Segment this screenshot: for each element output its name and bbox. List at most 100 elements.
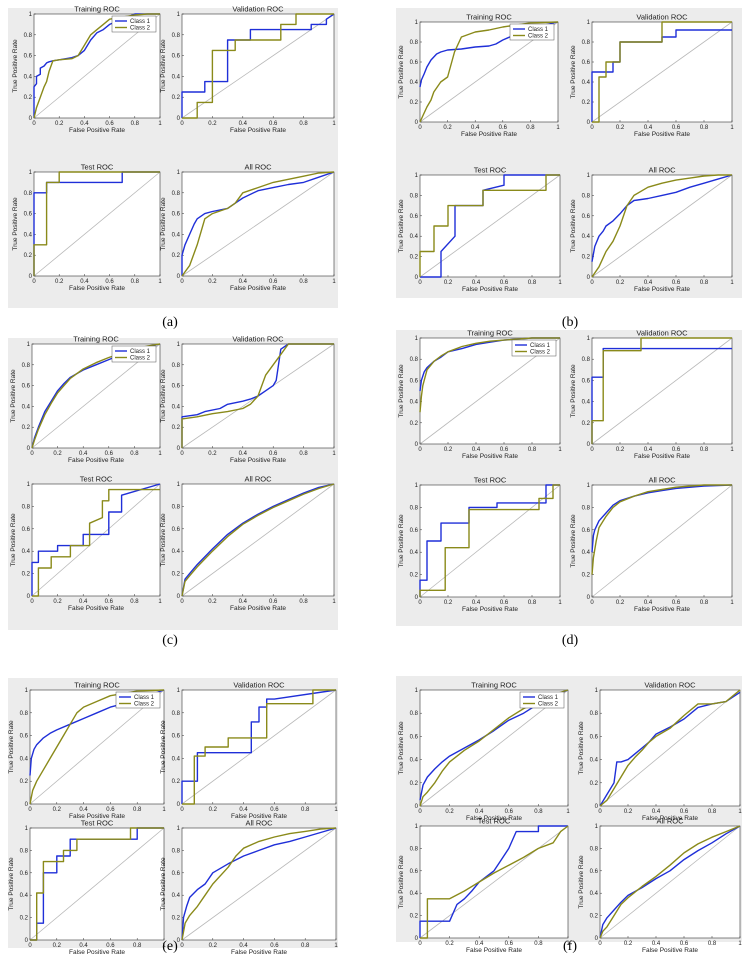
subplot-training-roc: 00 0.2 0.2 0.4 0.4 0.6 0.6 0.8 0.8 1 1 Training ROC… [10, 335, 162, 465]
y-tick-label: 0.6 [172, 871, 181, 877]
y-tick-label: 0 [415, 120, 419, 126]
subplot-title: All ROC [648, 166, 676, 175]
y-tick-label: 0.4 [24, 74, 33, 80]
x-tick-label: 1 [332, 121, 336, 127]
x-tick-label: 1 [158, 451, 162, 457]
x-tick-label: 0 [180, 807, 184, 813]
x-tick-label: 0.4 [239, 451, 248, 457]
y-tick-label: 1 [177, 170, 181, 176]
y-tick-label: 0 [415, 275, 419, 281]
subplot-title: All ROC [244, 475, 272, 484]
y-tick-label: 0.2 [582, 421, 591, 427]
y-tick-label: 0.8 [590, 711, 599, 717]
subplot-test-roc: 00 0.2 0.2 0.4 0.4 0.6 0.6 0.8 0.8 1 1 Test ROC Fals… [398, 166, 562, 294]
y-tick-label: 0.6 [582, 60, 591, 66]
subplot-validation-roc: 00 0.2 0.2 0.4 0.4 0.6 0.6 0.8 0.8 1 1 Validation R… [160, 335, 336, 465]
x-tick-label: 0.4 [652, 941, 661, 947]
chance-diagonal [419, 689, 569, 807]
subplot-title: Validation ROC [644, 681, 696, 690]
y-axis-label: True Positive Rate [570, 514, 577, 568]
x-tick-label: 0.4 [239, 279, 248, 285]
x-axis-label: False Positive Rate [230, 457, 286, 464]
chance-diagonal [181, 483, 335, 597]
y-axis-label: True Positive Rate [398, 45, 405, 99]
x-tick-label: 0.4 [472, 447, 481, 453]
x-axis-label: False Positive Rate [230, 605, 286, 612]
series-line-class-1 [599, 691, 741, 807]
y-tick-label: 0.6 [24, 212, 33, 218]
x-axis-label: False Positive Rate [634, 453, 690, 460]
x-tick-label: 0.2 [208, 279, 217, 285]
x-tick-label: 1 [566, 809, 570, 815]
y-tick-label: 0.2 [20, 916, 29, 922]
chance-diagonal [181, 13, 335, 119]
x-tick-label: 1 [332, 599, 336, 605]
x-tick-label: 0.8 [700, 600, 709, 606]
panel-label: (d) [562, 633, 579, 648]
x-axis-label: False Positive Rate [462, 286, 518, 293]
x-tick-label: 0.2 [208, 599, 217, 605]
x-tick-label: 0 [590, 125, 594, 131]
x-tick-label: 0.8 [526, 125, 535, 131]
x-tick-label: 0.8 [534, 809, 543, 815]
y-axis-label: True Positive Rate [398, 721, 405, 775]
series-line-class-1 [181, 343, 334, 448]
y-tick-label: 0.4 [22, 549, 31, 555]
x-tick-label: 0 [28, 943, 32, 949]
chance-diagonal [181, 827, 337, 941]
x-axis-label: False Positive Rate [231, 949, 287, 956]
x-tick-label: 0.4 [471, 125, 480, 131]
y-tick-label: 0.4 [410, 400, 419, 406]
y-tick-label: 1 [177, 482, 181, 488]
y-tick-label: 0.2 [410, 421, 419, 427]
subplot-training-roc: 00 0.2 0.2 0.4 0.4 0.6 0.6 0.8 0.8 1 1 Training ROC… [398, 329, 562, 461]
legend-entry: Class 1 [538, 695, 559, 701]
x-tick-label: 0.4 [79, 807, 88, 813]
x-tick-label: 0.6 [105, 279, 114, 285]
y-tick-label: 0 [177, 116, 181, 122]
figure-panel-1: (a)000.20.20.40.40.60.60.80.811Training … [8, 5, 338, 330]
x-tick-label: 1 [332, 279, 336, 285]
x-tick-label: 0.2 [616, 600, 625, 606]
x-axis-label: False Positive Rate [642, 815, 698, 822]
subplot-title: Validation ROC [636, 13, 688, 22]
y-tick-label: 1 [25, 688, 29, 694]
x-tick-label: 0.6 [680, 809, 689, 815]
y-tick-label: 0.2 [410, 573, 419, 579]
x-tick-label: 1 [158, 599, 162, 605]
series-line-class-2 [420, 825, 569, 939]
y-tick-label: 0.4 [410, 234, 419, 240]
x-tick-label: 0.2 [445, 809, 454, 815]
y-tick-label: 1 [177, 342, 181, 348]
y-tick-label: 0.2 [172, 779, 181, 785]
y-tick-label: 0.8 [22, 504, 31, 510]
y-tick-label: 0.6 [410, 214, 419, 220]
x-tick-label: 0 [180, 279, 184, 285]
legend-entry: Class 2 [130, 356, 151, 362]
y-tick-label: 0 [587, 595, 591, 601]
y-tick-label: 0.2 [410, 914, 419, 920]
subplot-test-roc: 00 0.2 0.2 0.4 0.4 0.6 0.6 0.8 0.8 1 1 Test ROC Fals… [398, 476, 562, 614]
y-tick-label: 0.4 [24, 232, 33, 238]
y-tick-label: 0.6 [172, 212, 181, 218]
y-tick-label: 0.8 [410, 846, 419, 852]
subplot-all-roc: 00 0.2 0.2 0.4 0.4 0.6 0.6 0.8 0.8 1 1 All ROC False… [160, 163, 336, 293]
x-tick-label: 0 [32, 279, 36, 285]
y-axis-label: True Positive Rate [8, 857, 15, 911]
x-tick-label: 0.6 [680, 941, 689, 947]
chance-diagonal [419, 825, 569, 939]
x-tick-label: 0.6 [672, 447, 681, 453]
legend-entry: Class 2 [130, 26, 151, 32]
x-tick-label: 1 [730, 447, 734, 453]
subplot-title: Test ROC [474, 166, 507, 175]
y-tick-label: 0.8 [582, 357, 591, 363]
x-tick-label: 1 [566, 941, 570, 947]
y-tick-label: 0 [27, 594, 31, 600]
x-tick-label: 0.6 [505, 809, 514, 815]
y-tick-label: 0.4 [172, 74, 181, 80]
y-tick-label: 0.4 [172, 404, 181, 410]
x-tick-label: 0.2 [53, 599, 62, 605]
